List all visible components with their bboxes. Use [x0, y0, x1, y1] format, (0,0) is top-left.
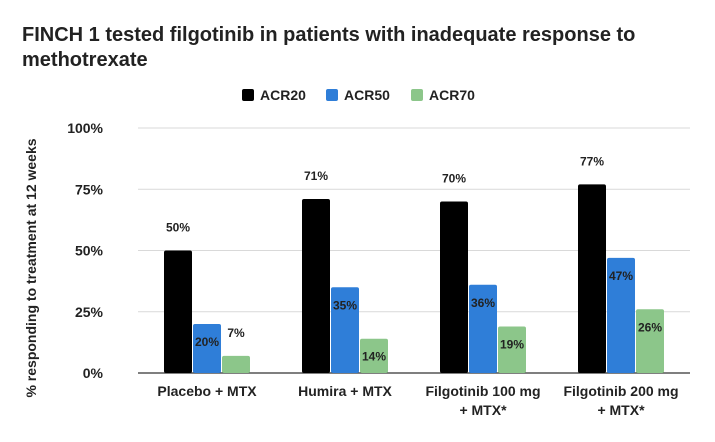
- bar-acr20: [578, 184, 606, 373]
- bar-acr50: [193, 324, 221, 373]
- category-label: Humira + MTX: [298, 383, 392, 399]
- data-label: 71%: [304, 169, 328, 183]
- data-label: 70%: [442, 172, 466, 186]
- x-axis-categories: Placebo + MTX Humira + MTX Filgotinib 100 …: [157, 383, 678, 418]
- bar-acr50: [469, 284, 497, 373]
- data-label: 19%: [500, 337, 524, 351]
- y-tick-label: 75%: [75, 181, 104, 197]
- category-label: + MTX*: [597, 402, 645, 418]
- bar-acr70: [360, 338, 388, 373]
- data-label: 7%: [227, 326, 245, 340]
- data-label: 26%: [638, 320, 662, 334]
- y-axis-label: % responding to treatment at 12 weeks: [23, 138, 39, 397]
- category-label: Filgotinib 100 mg: [425, 383, 540, 399]
- data-label: 20%: [195, 335, 219, 349]
- data-label: 50%: [166, 221, 190, 235]
- bar-acr70: [636, 309, 664, 373]
- category-label: Filgotinib 200 mg: [563, 383, 678, 399]
- legend-label: ACR70: [429, 87, 475, 103]
- data-label: 36%: [471, 296, 495, 310]
- chart-title-line-1: FINCH 1 tested filgotinib in patients wi…: [22, 24, 635, 46]
- bar-acr50: [331, 287, 359, 373]
- chart-title-line-2: methotrexate: [22, 49, 148, 71]
- bar-acr70: [222, 355, 250, 373]
- category-label: Placebo + MTX: [157, 383, 257, 399]
- bar-acr20: [302, 199, 330, 373]
- data-label: 47%: [609, 269, 633, 283]
- data-label: 14%: [362, 350, 386, 364]
- legend-label: ACR20: [260, 87, 306, 103]
- legend-swatch: [242, 89, 254, 101]
- legend-swatch: [411, 89, 423, 101]
- legend-swatch: [326, 89, 338, 101]
- bar-acr20: [440, 201, 468, 373]
- y-axis-ticks: 0% 25% 50% 75% 100%: [67, 120, 103, 381]
- y-tick-label: 25%: [75, 304, 104, 320]
- bars: [164, 184, 664, 373]
- data-label: 35%: [333, 298, 357, 312]
- category-label: + MTX*: [459, 402, 507, 418]
- bar-acr50: [607, 257, 635, 373]
- legend: ACR20 ACR50 ACR70: [242, 87, 475, 103]
- data-labels: 50% 20% 7% 71% 35% 14% 70% 36% 19% 77% 47% 26%: [166, 154, 662, 363]
- bar-acr20: [164, 250, 192, 373]
- y-tick-label: 50%: [75, 243, 104, 259]
- y-tick-label: 0%: [83, 365, 104, 381]
- data-label: 77%: [580, 154, 604, 168]
- legend-label: ACR50: [344, 87, 390, 103]
- bar-acr70: [498, 326, 526, 373]
- y-tick-label: 100%: [67, 120, 103, 136]
